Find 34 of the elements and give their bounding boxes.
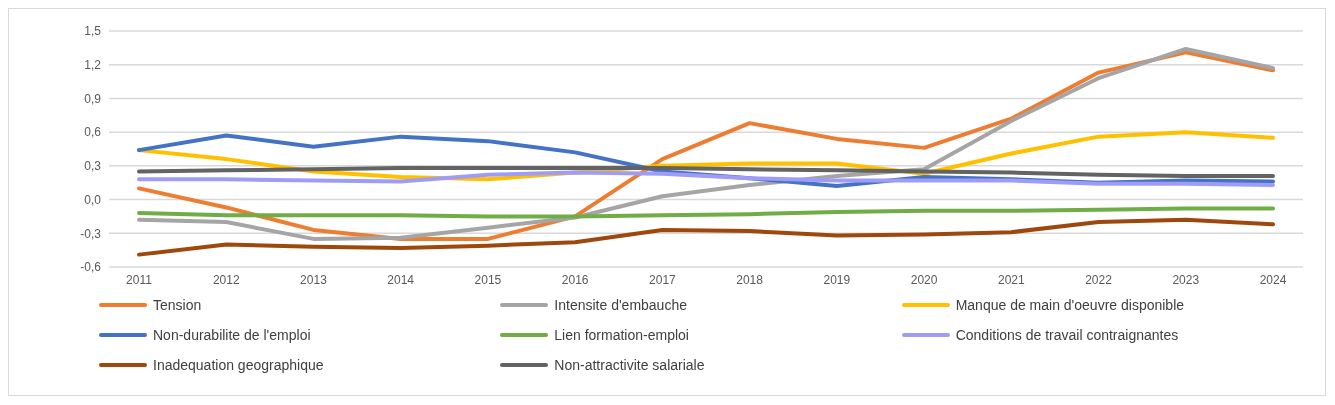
y-tick-label: 0,9 — [84, 91, 102, 106]
x-tick-label: 2011 — [126, 272, 153, 287]
x-tick-label: 2017 — [649, 272, 677, 287]
x-tick-label: 2020 — [910, 272, 938, 287]
legend-label: Intensite d'embauche — [554, 297, 687, 313]
y-tick-label: -0,3 — [80, 226, 102, 241]
x-tick-label: 2013 — [300, 272, 328, 287]
y-tick-label: 1,5 — [84, 24, 102, 39]
x-tick-label: 2014 — [387, 272, 415, 287]
x-tick-label: 2022 — [1085, 272, 1113, 287]
x-tick-label: 2023 — [1172, 272, 1200, 287]
y-tick-label: 0,0 — [84, 192, 102, 207]
x-tick-label: 2018 — [736, 272, 764, 287]
line-series — [137, 217, 1275, 257]
legend-label: Non-attractivite salariale — [554, 357, 705, 373]
x-tick-label: 2019 — [823, 272, 851, 287]
legend-label: Inadequation geographique — [153, 357, 324, 373]
y-tick-label: 0,6 — [84, 125, 102, 140]
x-tick-label: 2024 — [1259, 272, 1287, 287]
line-series — [137, 206, 1275, 219]
legend-label: Non-durabilite de l'emploi — [153, 327, 311, 343]
x-tick-label: 2012 — [212, 272, 240, 287]
y-tick-label: -0,6 — [80, 260, 102, 275]
line-series — [137, 170, 1275, 187]
x-tick-label: 2016 — [561, 272, 589, 287]
legend-label: Lien formation-emploi — [554, 327, 689, 343]
legend-label: Conditions de travail contraignantes — [955, 327, 1179, 343]
legend-label: Manque de main d'oeuvre disponible — [955, 297, 1185, 313]
legend-label: Tension — [153, 297, 202, 313]
line-series — [137, 166, 1275, 178]
y-tick-label: 0,3 — [84, 159, 102, 174]
x-tick-label: 2015 — [474, 272, 502, 287]
y-tick-label: 1,2 — [84, 57, 102, 72]
x-tick-label: 2021 — [997, 272, 1025, 287]
